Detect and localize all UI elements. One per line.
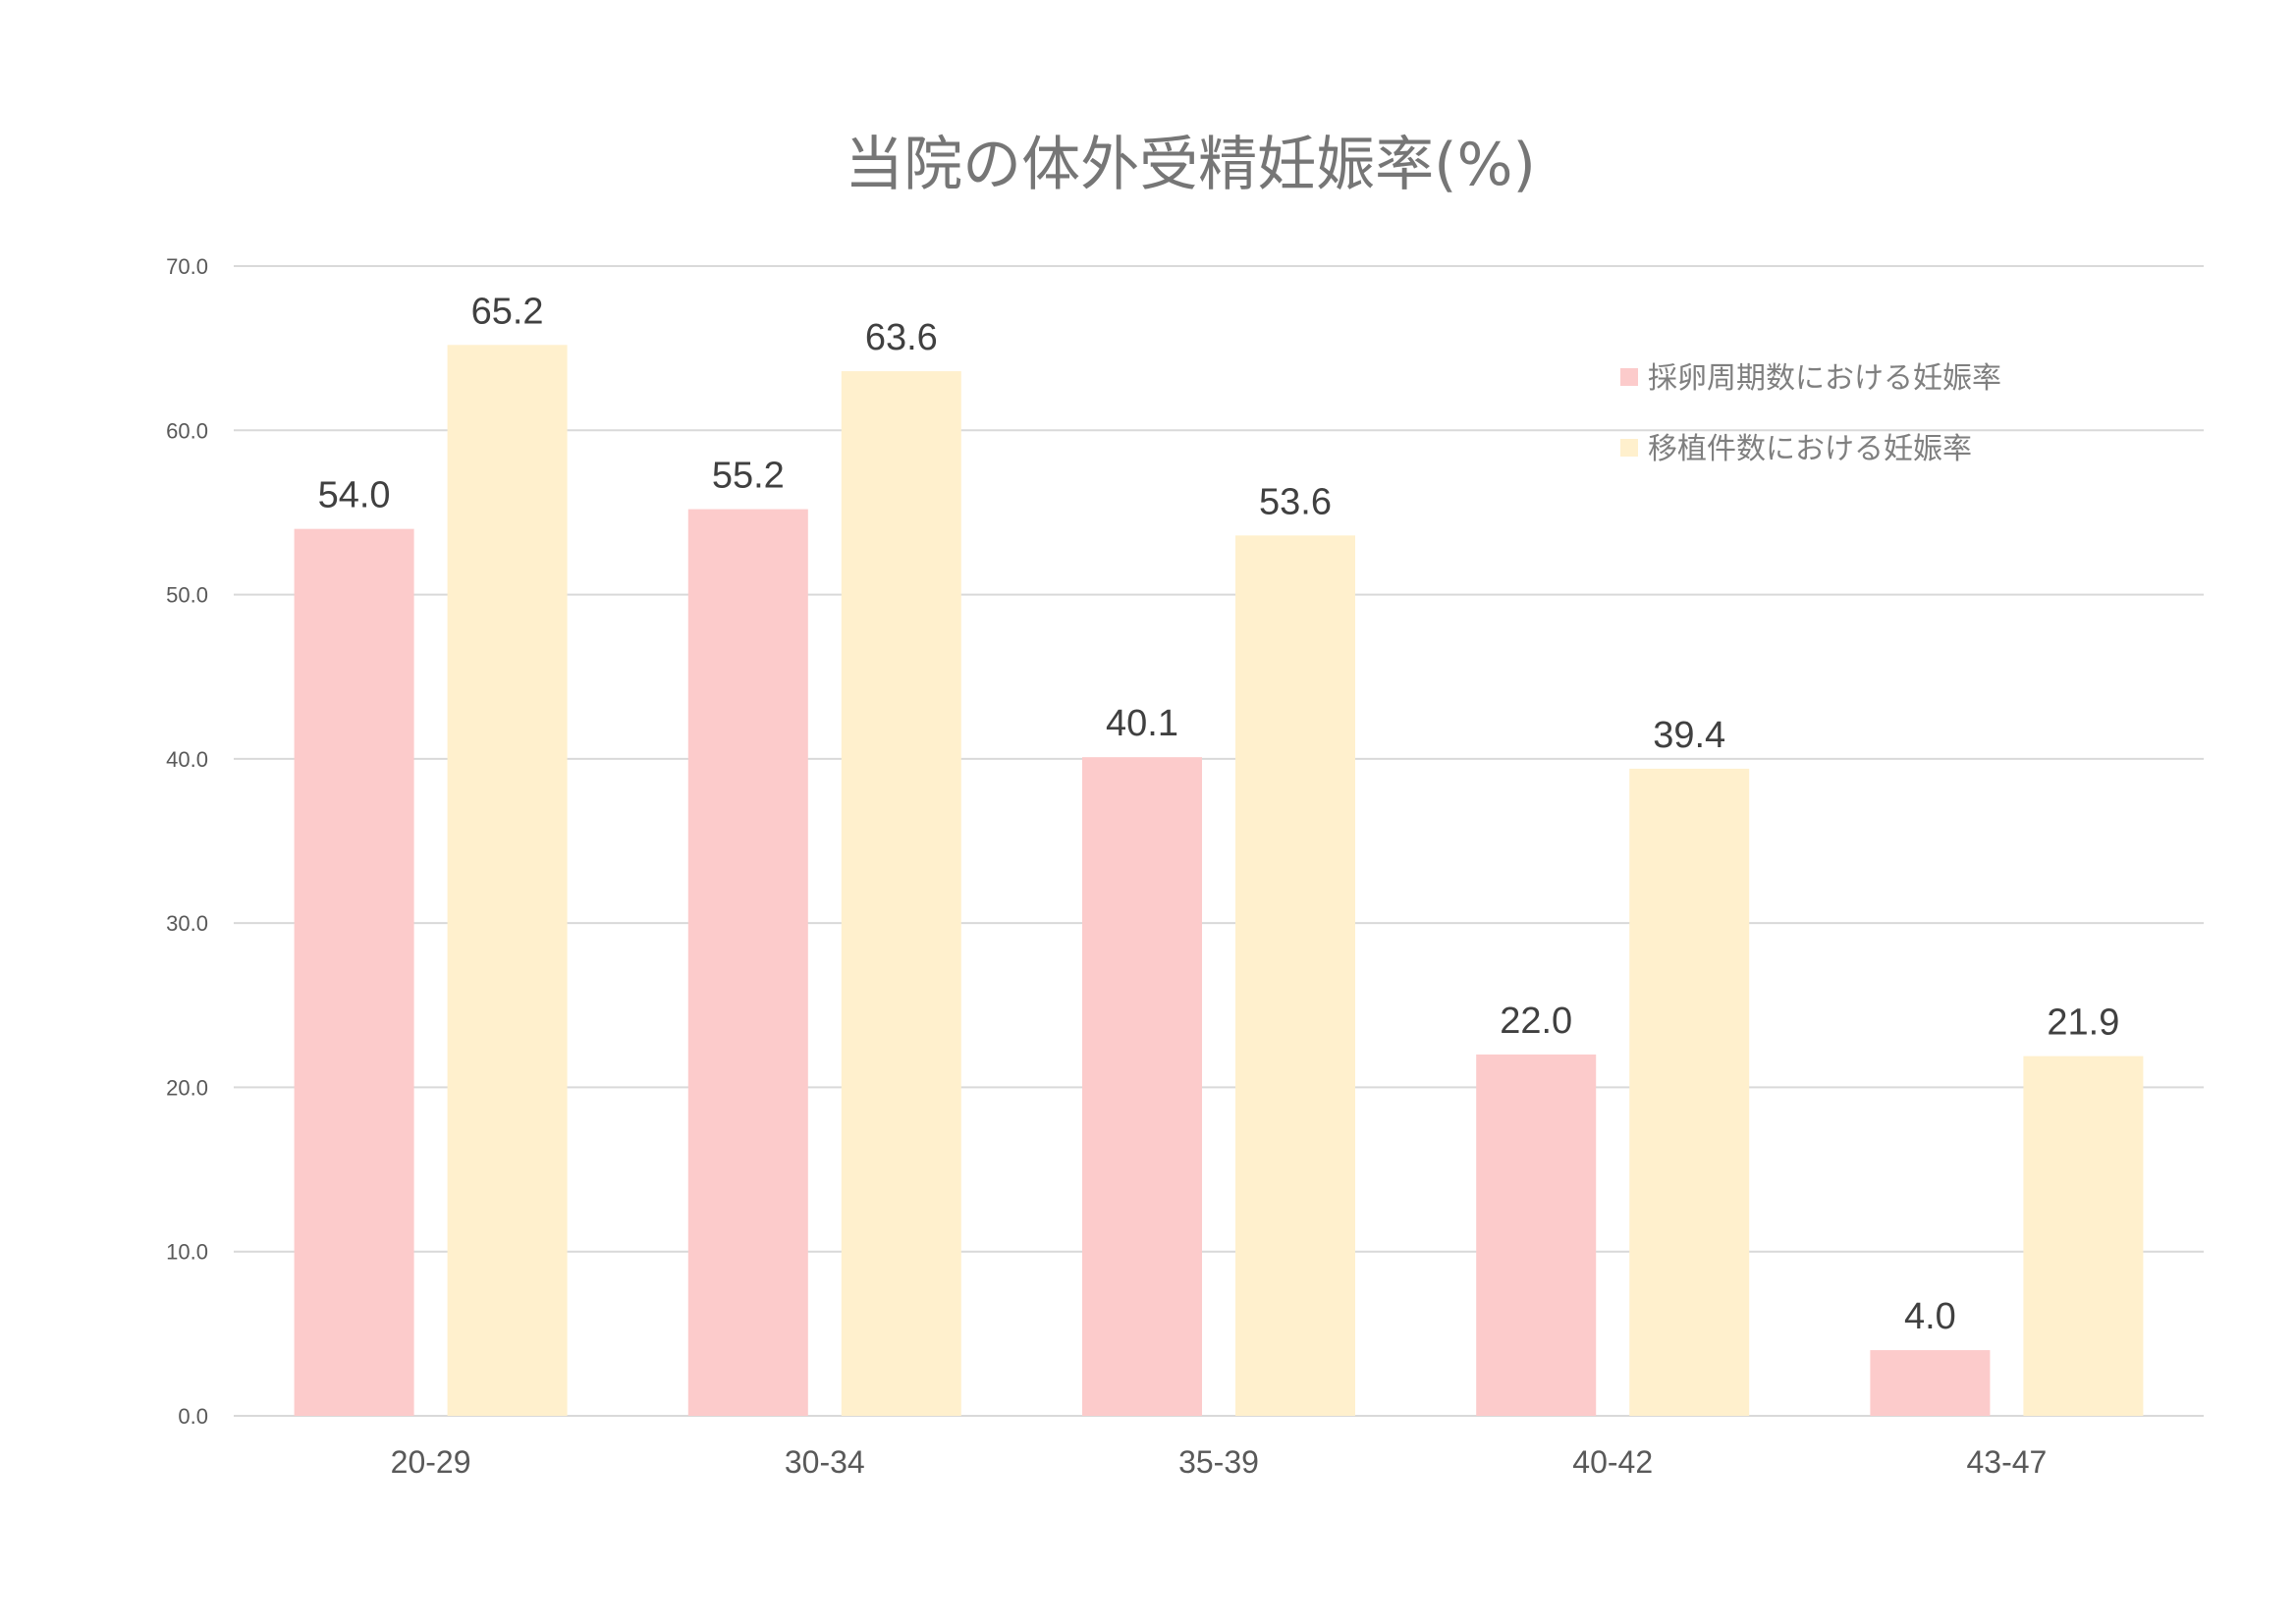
- y-tick-label: 60.0: [166, 418, 208, 443]
- legend-label: 採卵周期数における妊娠率: [1648, 361, 2001, 396]
- legend-label: 移植件数における妊娠率: [1648, 432, 1972, 466]
- data-label: 55.2: [712, 456, 785, 497]
- legend-swatch: [1620, 368, 1638, 386]
- bar-2-40-42: [1629, 768, 1750, 1416]
- data-label: 65.2: [471, 291, 544, 332]
- bar-2-20-29: [447, 345, 568, 1417]
- bar-1-35-39: [1082, 757, 1202, 1416]
- bar-1-43-47: [1870, 1350, 1991, 1416]
- data-label: 53.6: [1259, 481, 1332, 522]
- x-tick-label: 35-39: [1178, 1444, 1259, 1480]
- y-tick-label: 30.0: [166, 911, 208, 936]
- bar-2-35-39: [1235, 535, 1355, 1416]
- y-tick-label: 0.0: [178, 1404, 208, 1429]
- bar-2-43-47: [2023, 1056, 2144, 1416]
- y-axis-ticks: 0.0 10.0 20.0 30.0 40.0 50.0 60.0 70.0: [166, 254, 208, 1429]
- data-label: 22.0: [1500, 1001, 1572, 1042]
- data-labels: 54.0 65.2 55.2 63.6 40.1 53.6 22.0 39.4 4.0 21.9: [318, 291, 2120, 1337]
- y-tick-label: 70.0: [166, 254, 208, 279]
- chart-title: 当院の体外受精妊娠率(%): [845, 131, 1536, 199]
- data-label: 21.9: [2047, 1002, 2119, 1044]
- data-label: 54.0: [318, 475, 391, 516]
- x-axis-ticks: 20-29 30-34 35-39 40-42 43-47: [391, 1444, 2048, 1480]
- data-label: 63.6: [865, 317, 938, 358]
- x-tick-label: 43-47: [1966, 1444, 2047, 1480]
- y-tick-label: 40.0: [166, 747, 208, 772]
- data-label: 39.4: [1653, 715, 1725, 756]
- bar-1-40-42: [1476, 1054, 1597, 1416]
- x-tick-label: 40-42: [1572, 1444, 1653, 1480]
- y-tick-label: 20.0: [166, 1075, 208, 1100]
- data-label: 4.0: [1904, 1296, 1956, 1337]
- bar-1-30-34: [687, 509, 808, 1416]
- x-tick-label: 30-34: [785, 1444, 865, 1480]
- legend-swatch: [1620, 439, 1638, 457]
- x-tick-label: 20-29: [391, 1444, 471, 1480]
- data-label: 40.1: [1106, 703, 1178, 744]
- bar-1-20-29: [294, 528, 414, 1416]
- y-tick-label: 50.0: [166, 583, 208, 608]
- bars: [294, 345, 2144, 1417]
- bar-2-30-34: [841, 371, 961, 1416]
- y-tick-label: 10.0: [166, 1240, 208, 1265]
